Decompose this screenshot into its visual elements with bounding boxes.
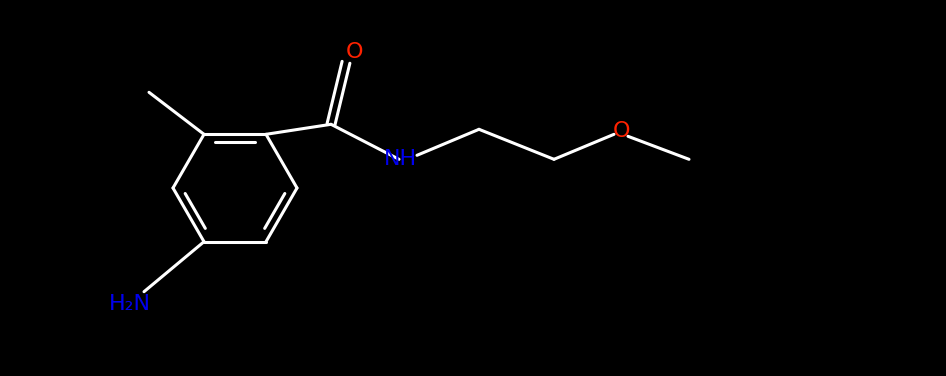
Text: O: O — [345, 42, 362, 62]
Text: H₂N: H₂N — [109, 294, 151, 314]
Text: O: O — [612, 121, 630, 141]
Text: NH: NH — [383, 149, 416, 169]
